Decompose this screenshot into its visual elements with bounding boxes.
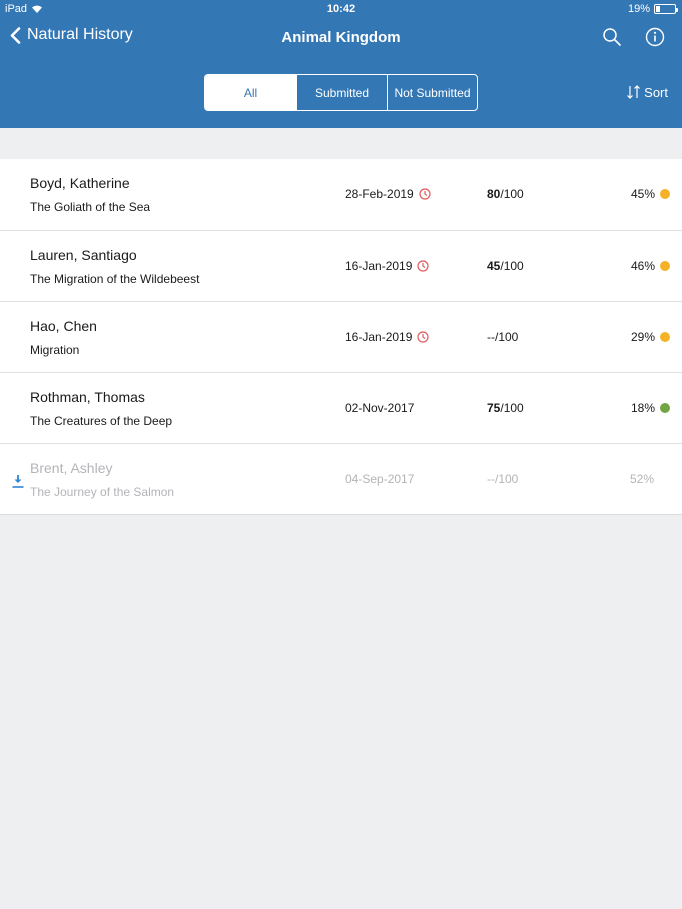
score-value: 75	[487, 401, 501, 415]
score: 45/100	[487, 259, 524, 273]
status-left: iPad	[5, 3, 43, 15]
status-dot	[660, 403, 670, 413]
due-date-text: 16-Jan-2019	[345, 330, 413, 344]
score: 75/100	[487, 401, 524, 415]
segment-not-submitted[interactable]: Not Submitted	[387, 75, 477, 110]
sort-button[interactable]: Sort	[626, 84, 668, 100]
student-name: Boyd, Katherine	[30, 175, 130, 191]
due-date: 04-Sep-2017	[345, 472, 414, 486]
device-name: iPad	[5, 3, 28, 15]
student-name: Lauren, Santiago	[30, 247, 137, 263]
navigation-row: Natural History Animal Kingdom	[0, 22, 682, 54]
percent-value: 29%	[630, 330, 655, 344]
clock-icon	[419, 188, 431, 200]
battery-icon	[654, 4, 678, 14]
percent-value: 18%	[630, 401, 655, 415]
score: --/100	[487, 472, 518, 486]
score-max: /100	[500, 187, 524, 201]
segment-all[interactable]: All	[205, 75, 296, 110]
percentage: 18%	[631, 401, 670, 415]
due-date-text: 28-Feb-2019	[345, 187, 414, 201]
segment-submitted[interactable]: Submitted	[296, 75, 387, 110]
list-item[interactable]: Hao, Chen Migration 16-Jan-2019 --/100 2…	[0, 301, 682, 372]
percentage: 52%	[630, 472, 654, 486]
download-icon[interactable]	[11, 473, 25, 489]
due-date: 02-Nov-2017	[345, 401, 414, 415]
percent-value: 52%	[629, 472, 654, 486]
status-dot	[660, 261, 670, 271]
list-item[interactable]: Brent, Ashley The Journey of the Salmon …	[0, 443, 682, 514]
assignment-title: The Journey of the Salmon	[30, 485, 175, 499]
back-label: Natural History	[27, 26, 133, 43]
page-title: Animal Kingdom	[281, 29, 401, 46]
score-max: /100	[495, 330, 519, 344]
assignment-title: The Creatures of the Deep	[30, 414, 173, 428]
status-right: 19%	[627, 3, 678, 15]
due-date-text: 02-Nov-2017	[345, 401, 415, 415]
chevron-left-icon	[10, 26, 21, 44]
percent-value: 45%	[630, 187, 655, 201]
score-value: 45	[487, 259, 501, 273]
percentage: 46%	[631, 259, 670, 273]
score: 80/100	[487, 187, 524, 201]
status-dot	[660, 332, 670, 342]
clock-icon	[417, 260, 429, 272]
student-name: Hao, Chen	[30, 318, 97, 334]
student-name: Brent, Ashley	[30, 460, 113, 476]
due-date: 16-Jan-2019	[345, 330, 429, 344]
list-item[interactable]: Boyd, Katherine The Goliath of the Sea 2…	[0, 159, 682, 230]
wifi-icon	[32, 5, 43, 13]
assignment-title: Migration	[30, 343, 80, 357]
score-value: --	[487, 472, 495, 486]
due-date-text: 16-Jan-2019	[345, 259, 413, 273]
percentage: 29%	[631, 330, 670, 344]
due-date-text: 04-Sep-2017	[345, 472, 415, 486]
due-date: 28-Feb-2019	[345, 187, 431, 201]
back-button[interactable]: Natural History	[10, 26, 133, 44]
info-icon[interactable]	[644, 26, 666, 48]
due-date: 16-Jan-2019	[345, 259, 429, 273]
score-max: /100	[500, 259, 524, 273]
list-item[interactable]: Lauren, Santiago The Migration of the Wi…	[0, 230, 682, 301]
submission-list: Boyd, Katherine The Goliath of the Sea 2…	[0, 159, 682, 515]
status-time: 10:42	[326, 3, 356, 15]
score-value: --	[487, 330, 495, 344]
clock-icon	[417, 331, 429, 343]
score-max: /100	[500, 401, 524, 415]
percent-value: 46%	[630, 259, 655, 273]
score-value: 80	[487, 187, 501, 201]
student-name: Rothman, Thomas	[30, 389, 145, 405]
top-bar: iPad 10:42 19% Natural History Animal Ki…	[0, 0, 682, 128]
sort-arrows-icon	[627, 85, 641, 99]
status-dot	[660, 189, 670, 199]
assignment-title: The Goliath of the Sea	[30, 200, 151, 214]
battery-percent: 19%	[627, 3, 650, 15]
search-icon[interactable]	[601, 26, 623, 48]
sort-label: Sort	[644, 84, 668, 100]
percentage: 45%	[631, 187, 670, 201]
filter-segmented-control: All Submitted Not Submitted	[204, 74, 478, 111]
list-item[interactable]: Rothman, Thomas The Creatures of the Dee…	[0, 372, 682, 443]
score: --/100	[487, 330, 518, 344]
assignment-title: The Migration of the Wildebeest	[30, 272, 200, 286]
score-max: /100	[495, 472, 519, 486]
status-bar: iPad 10:42 19%	[0, 0, 682, 18]
